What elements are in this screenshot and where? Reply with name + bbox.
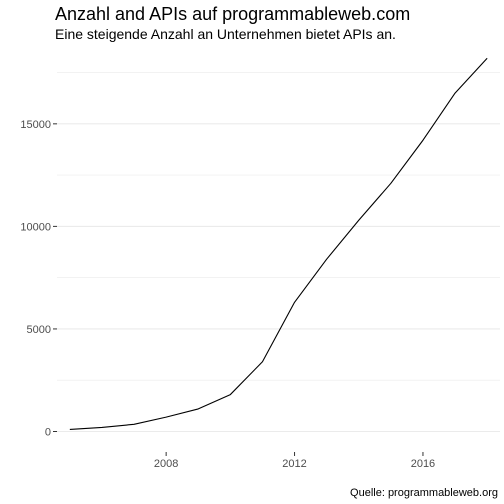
y-tick-label: 5000	[27, 324, 51, 336]
x-tick-label: 2016	[411, 458, 435, 470]
y-tick-label: 15000	[20, 119, 51, 131]
x-tick-label: 2012	[282, 458, 306, 470]
y-tick-label: 0	[45, 426, 51, 438]
x-tick-label: 2008	[154, 458, 178, 470]
chart-caption: Quelle: programmableweb.org	[350, 487, 498, 499]
chart-title: Anzahl and APIs auf programmableweb.com	[55, 4, 411, 24]
y-tick-label: 10000	[20, 221, 51, 233]
series-line	[69, 57, 488, 430]
chart-subtitle: Eine steigende Anzahl an Unternehmen bie…	[55, 26, 396, 42]
